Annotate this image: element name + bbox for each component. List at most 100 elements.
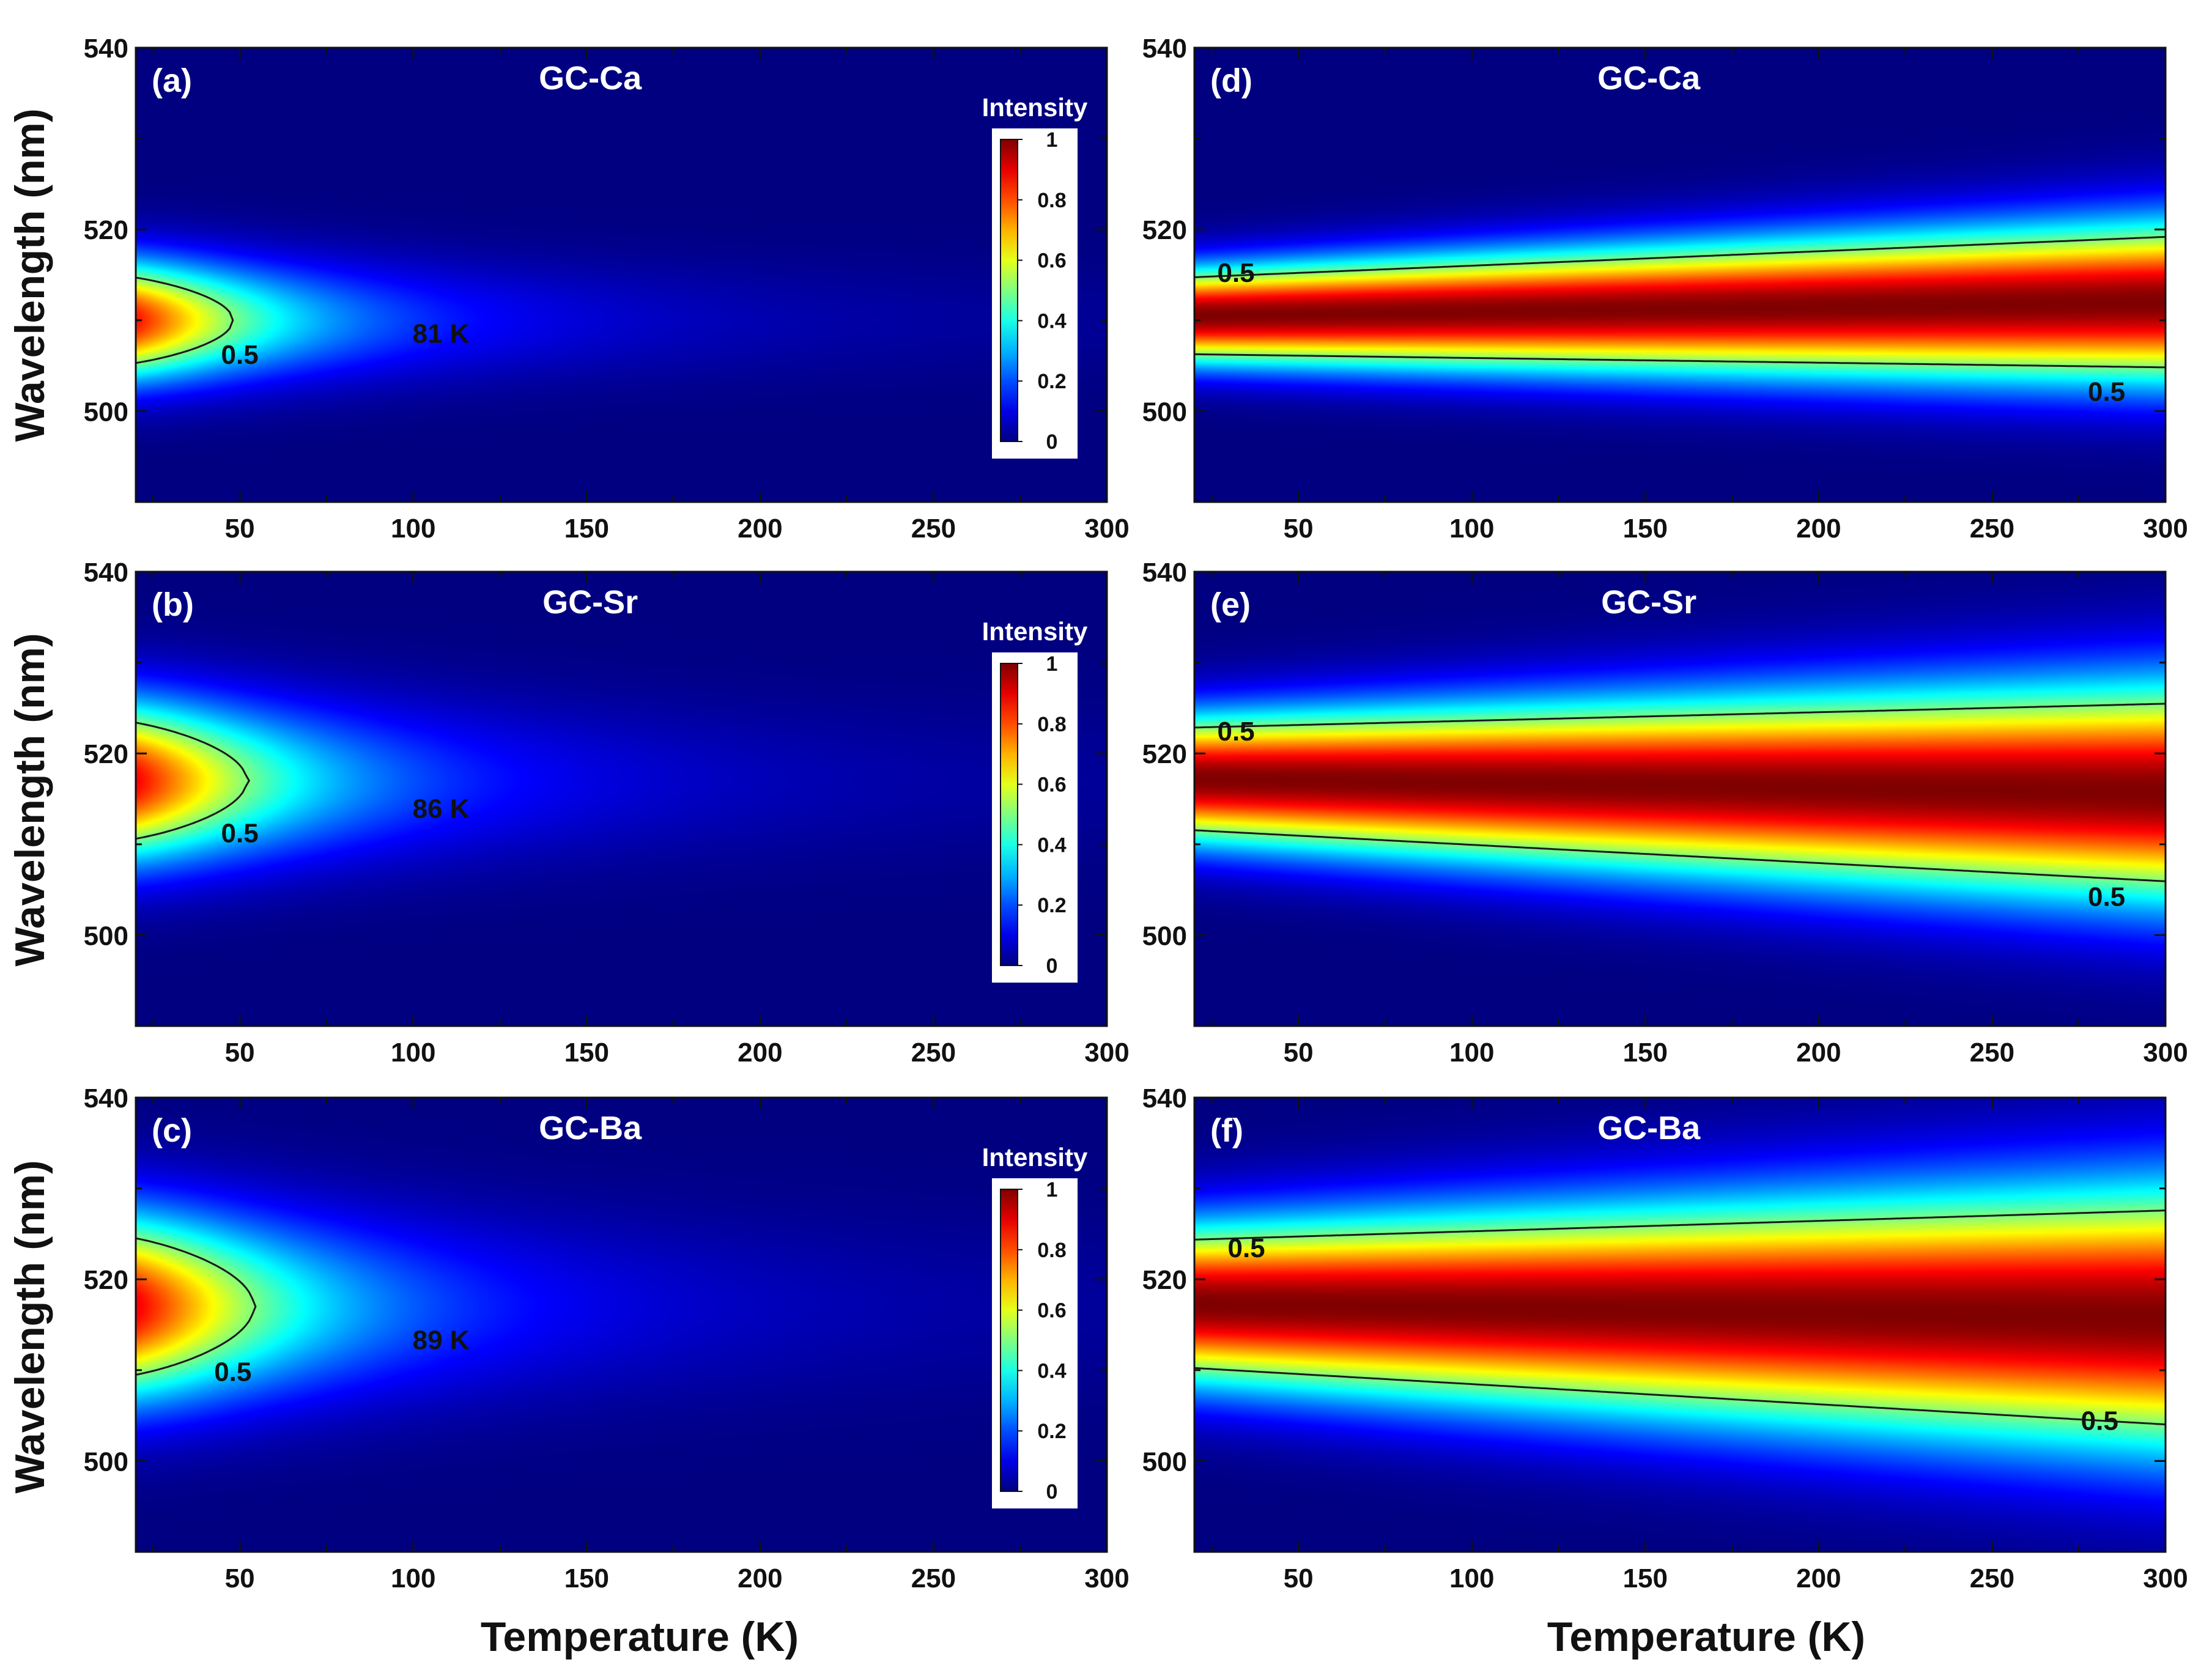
panel-title-d: GC-Ca: [1597, 60, 1701, 97]
contour-label-e: 0.5: [1217, 717, 1254, 747]
colorbar-tick-label: 0.2: [1037, 894, 1066, 917]
colorbar-tick-label: 0: [1046, 1480, 1058, 1504]
contour-lower-e: [1194, 829, 2166, 882]
y-tick-label: 540: [84, 34, 128, 64]
panel-label-b: (b): [152, 586, 194, 623]
heatmap-e: [1194, 572, 2166, 1026]
panel-title-f: GC-Ba: [1597, 1110, 1701, 1146]
colorbar-tick-label: 1: [1046, 128, 1058, 152]
colorbar-tick-label: 0.6: [1037, 249, 1066, 273]
contour-upper-f: [1194, 1209, 2166, 1241]
panel-label-d: (d): [1210, 62, 1252, 99]
colorbar-title-a: Intensity: [982, 93, 1088, 122]
y-tick-label: 520: [84, 739, 128, 769]
x-tick-label: 50: [225, 1563, 255, 1593]
panel-label-e: (e): [1210, 586, 1251, 623]
panel-label-c: (c): [152, 1112, 192, 1149]
x-tick-label: 150: [1623, 1563, 1668, 1593]
colorbar-gradient-b: [1000, 663, 1018, 966]
y-tick-label: 540: [84, 558, 128, 588]
heatmap-c: [136, 1098, 1107, 1552]
x-tick-label: 150: [564, 1038, 609, 1068]
contour-upper-e: [1194, 703, 2166, 729]
panel-title-c: GC-Ba: [539, 1110, 642, 1146]
y-tick-label: 520: [84, 215, 128, 245]
contour-label-b: 0.5: [221, 818, 259, 848]
y-axis-title-b: Wavelength (nm): [7, 633, 53, 966]
heatmap-f: [1194, 1098, 2166, 1552]
contour-label-d: 0.5: [1217, 258, 1254, 288]
colorbar-tick-label: 0.4: [1037, 309, 1066, 333]
x-tick-label: 200: [738, 1038, 782, 1068]
ticks-b: [136, 570, 1108, 1027]
panel-d: 50 100 150 200 250 300 500 520 540 (d) GC-Ca 0.5 0.5: [1142, 34, 2188, 544]
y-tick-label: 520: [1142, 215, 1187, 245]
colorbar-tick-label: 0.8: [1037, 713, 1066, 736]
x-tick-label: 250: [911, 514, 956, 544]
contour-label-c: 0.5: [214, 1357, 251, 1387]
x-tick-label: 300: [1084, 1038, 1129, 1068]
colorbar-tick-label: 0.6: [1037, 773, 1066, 797]
y-tick-label: 500: [84, 921, 128, 951]
x-tick-label: 250: [1970, 1038, 2014, 1068]
colorbar-tick-label: 0.6: [1037, 1299, 1066, 1323]
colorbar-tick-label: 1: [1046, 652, 1058, 676]
x-tick-label: 100: [391, 514, 435, 544]
panel-e: 50 100 150 200 250 300 500 520 540 (e) GC-Sr 0.5 0.5: [1142, 558, 2188, 1068]
x-tick-label: 150: [1623, 1038, 1668, 1068]
y-axis-title-a: Wavelength (nm): [7, 108, 53, 441]
temperature-annotation-a: 81 K: [413, 319, 470, 349]
y-tick-label: 500: [1142, 921, 1187, 951]
x-axis-title-right: Temperature (K): [1547, 1614, 1865, 1660]
panel-title-a: GC-Ca: [539, 60, 642, 97]
temperature-annotation-b: 86 K: [413, 794, 470, 824]
x-tick-label: 200: [1796, 514, 1841, 544]
x-tick-label: 50: [1284, 1038, 1314, 1068]
y-tick-label: 520: [84, 1265, 128, 1295]
x-tick-label: 100: [1449, 1038, 1494, 1068]
contour-upper-d: [1194, 235, 2166, 278]
ticks-f: [1194, 1096, 2167, 1553]
panel-label-a: (a): [152, 62, 192, 99]
colorbar-tick-label: 0.8: [1037, 1239, 1066, 1262]
contour-label-2-d: 0.5: [2088, 377, 2125, 407]
contour-line-c: [135, 1237, 257, 1376]
y-tick-label: 500: [1142, 1447, 1187, 1477]
x-tick-label: 250: [1970, 514, 2014, 544]
y-tick-label: 500: [84, 397, 128, 427]
plot-frame-b: [135, 570, 1108, 1027]
x-tick-label: 100: [1449, 1563, 1494, 1593]
x-tick-label: 250: [1970, 1563, 2014, 1593]
x-tick-label: 150: [1623, 514, 1668, 544]
x-tick-label: 250: [911, 1038, 956, 1068]
ticks-c: [136, 1096, 1108, 1553]
heatmap-a: [136, 48, 1107, 502]
colorbar-title-c: Intensity: [982, 1143, 1088, 1172]
panel-f: 50 100 150 200 250 300 500 520 540 (f) GC-Ba 0.5 0.5: [1142, 1083, 2188, 1593]
x-tick-label: 150: [564, 1563, 609, 1593]
y-tick-label: 540: [1142, 34, 1187, 64]
x-tick-label: 50: [225, 1038, 255, 1068]
contour-line-b: [135, 722, 251, 840]
panel-b: 50 100 150 200 250 300 500 520 540 (b) GC-Sr 0.5 86 …: [84, 558, 1130, 1068]
contour-label-2-e: 0.5: [2088, 882, 2125, 912]
x-tick-label: 50: [1284, 514, 1314, 544]
colorbar-tick-label: 0.8: [1037, 189, 1066, 212]
plot-frame-e: [1193, 570, 2167, 1027]
x-tick-label: 150: [564, 514, 609, 544]
plot-frame-d: [1193, 46, 2167, 503]
colorbar-gradient-a: [1000, 139, 1018, 442]
x-tick-label: 250: [911, 1563, 956, 1593]
panel-a: 50 100 150 200 250 300 500 520 540 (a) GC-Ca 0.5 81 …: [84, 34, 1130, 544]
y-axis-title-c: Wavelength (nm): [7, 1160, 53, 1493]
y-tick-label: 540: [1142, 558, 1187, 588]
x-tick-label: 200: [1796, 1563, 1841, 1593]
panel-label-f: (f): [1210, 1112, 1243, 1149]
panel-c: 50 100 150 200 250 300 500 520 540 (c) GC-Ba 0.5 89 …: [84, 1083, 1130, 1593]
colorbar-tick-label: 0: [1046, 954, 1058, 978]
colorbar-tick-label: 0.2: [1037, 1420, 1066, 1443]
x-tick-label: 200: [738, 1563, 782, 1593]
colorbar-tick-label: 0.2: [1037, 370, 1066, 393]
x-tick-label: 300: [2143, 1563, 2188, 1593]
